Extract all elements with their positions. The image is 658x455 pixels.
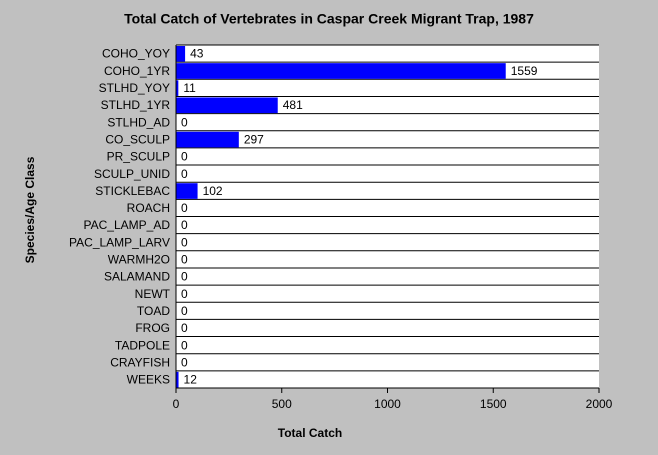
bar [176,46,186,62]
y-tick-label: TOAD [137,304,170,318]
value-label: 43 [190,47,204,61]
y-tick-label: FROG [135,321,170,335]
value-label: 0 [181,304,188,318]
bar [176,371,179,388]
value-label: 0 [181,287,188,301]
y-axis-label: Species/Age Class [23,156,37,263]
y-tick-label: PR_SCULP [107,150,170,164]
y-tick-label: COHO_1YR [104,64,170,78]
y-tick-label: STLHD_YOY [99,81,170,95]
bar [176,97,278,114]
value-label: 0 [181,270,188,284]
x-tick-label: 500 [272,397,292,411]
value-label: 0 [181,167,188,181]
bar [176,183,198,199]
value-label: 0 [181,355,188,369]
y-tick-label: STICKLEBAC [95,184,170,198]
chart-title: Total Catch of Vertebrates in Caspar Cre… [124,11,534,27]
y-tick-label: WEEKS [127,373,170,387]
value-label: 0 [181,218,188,232]
value-label: 0 [181,235,188,249]
value-label: 481 [283,98,303,112]
value-label: 297 [244,132,264,146]
x-axis-label: Total Catch [278,426,342,440]
y-tick-label: COHO_YOY [102,47,170,61]
value-label: 11 [183,81,196,95]
value-label: 0 [181,338,188,352]
y-tick-label: TADPOLE [115,338,170,352]
value-label: 0 [181,321,188,335]
y-tick-label: SALAMAND [104,270,170,284]
x-tick-label: 1000 [374,397,401,411]
y-tick-label: PAC_LAMP_AD [84,218,171,232]
value-label: 0 [181,150,188,164]
x-tick-label: 2000 [586,397,613,411]
y-tick-label: WARMH2O [108,253,170,267]
y-tick-label: NEWT [135,287,171,301]
y-tick-label: STLHD_1YR [101,98,171,112]
value-label: 0 [181,201,188,215]
y-tick-label: SCULP_UNID [94,167,170,181]
bar [176,63,506,79]
bar [176,131,239,148]
y-tick-label: ROACH [127,201,170,215]
y-tick-label: PAC_LAMP_LARV [69,235,170,249]
x-tick-label: 1500 [480,397,507,411]
value-label: 102 [203,184,223,198]
value-label: 12 [184,373,198,387]
y-tick-label: CO_SCULP [105,132,170,146]
x-tick-label: 0 [173,397,180,411]
y-tick-label: CRAYFISH [110,355,170,369]
value-label: 1559 [511,64,538,78]
bar [176,80,179,96]
y-tick-label: STLHD_AD [107,115,170,129]
value-label: 0 [181,253,188,267]
value-label: 0 [181,115,188,129]
